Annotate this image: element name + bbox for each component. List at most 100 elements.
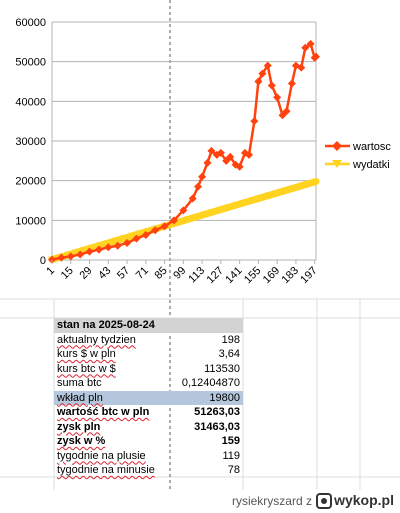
row-value-suma-btc: 0,12404870 xyxy=(181,377,240,389)
legend-item-wartosc: wartosc xyxy=(325,141,391,153)
series-marker-wydatki xyxy=(176,218,185,226)
series-marker-wydatki xyxy=(80,247,89,255)
row-label-wklad-pln: wkład pln xyxy=(57,391,103,404)
series-marker-wartosc xyxy=(203,158,212,167)
row-label-aktualny-tydzien: aktualny tydzien xyxy=(57,333,136,346)
series-marker-wydatki xyxy=(232,201,241,209)
row-label-kurs-btc-usd: kurs btc w $ xyxy=(57,362,116,375)
series-marker-wydatki xyxy=(144,228,153,236)
series-marker-wartosc xyxy=(297,63,306,72)
series-marker-wartosc xyxy=(207,146,216,155)
row-value-kurs-usd-pln: 3,64 xyxy=(218,348,240,360)
x-tick-label: 127 xyxy=(205,265,226,286)
series-marker-wydatki xyxy=(305,180,314,188)
x-tick-label: 155 xyxy=(242,265,263,286)
row-label-tygodnie-minus: tygodnie na minusie xyxy=(57,464,155,476)
series-marker-wydatki xyxy=(281,187,290,195)
series-marker-wartosc xyxy=(169,216,178,225)
table-row[interactable]: zysk w % 159 xyxy=(54,434,243,449)
y-axis-ticks: 0 10000 20000 30000 40000 50000 60000 xyxy=(15,17,46,267)
wykop-logo[interactable]: wykop.pl xyxy=(316,492,394,510)
series-marker-wartosc xyxy=(194,182,203,191)
series-marker-wydatki xyxy=(240,199,249,207)
table-row[interactable]: tygodnie na plusie 119 xyxy=(54,449,243,464)
x-tick-label: 29 xyxy=(77,265,94,282)
table-row[interactable]: zysk pln 31463,03 xyxy=(54,420,243,435)
series-marker-wartosc xyxy=(188,194,197,203)
x-tick-label: 15 xyxy=(59,265,76,282)
series-marker-wydatki xyxy=(257,194,266,202)
row-value-tygodnie-plus: 119 xyxy=(222,449,240,462)
row-value-aktualny-tydzien: 198 xyxy=(221,333,240,346)
author-line: rysiekryszard z xyxy=(232,494,312,508)
row-value-tygodnie-minus: 78 xyxy=(227,464,240,476)
series-marker-wartosc xyxy=(282,107,291,116)
table-row[interactable]: kurs $ w pln 3,64 xyxy=(54,347,243,362)
x-tick-label: 169 xyxy=(261,265,282,286)
table-row[interactable]: suma btc 0,12404870 xyxy=(54,376,243,391)
row-label-kurs-usd-pln: kurs $ w pln xyxy=(57,348,116,360)
chart-gridlines xyxy=(51,21,317,261)
spreadsheet-area: 0 10000 20000 30000 40000 50000 60000 1 15 29 43 5… xyxy=(0,0,400,490)
series-marker-wydatki xyxy=(200,211,209,219)
series-marker-wydatki xyxy=(224,204,233,212)
row-label-wartosc-btc-pln: wartość btc w pln xyxy=(57,406,150,418)
x-tick-label: 197 xyxy=(298,265,319,286)
series-marker-wartosc xyxy=(306,39,315,48)
table-row[interactable]: aktualny tydzien 198 xyxy=(54,333,243,348)
series-marker-wartosc xyxy=(123,238,132,247)
legend-marker-wartosc xyxy=(332,141,342,151)
series-marker-wartosc xyxy=(312,52,320,61)
series-marker-wydatki xyxy=(192,213,201,221)
series-marker-wartosc xyxy=(301,43,310,52)
x-tick-label: 71 xyxy=(134,265,151,282)
series-marker-wydatki xyxy=(88,244,97,252)
series-marker-wartosc xyxy=(104,243,113,252)
series-marker-wartosc xyxy=(258,69,267,78)
series-line-wydatki xyxy=(48,177,320,264)
series-marker-wartosc xyxy=(216,148,225,157)
series-marker-wydatki xyxy=(96,242,105,250)
series-marker-wydatki xyxy=(112,237,121,245)
series-marker-wydatki xyxy=(216,206,225,214)
wykop-logo-icon xyxy=(316,493,333,510)
y-tick-label: 30000 xyxy=(15,136,46,148)
series-marker-wartosc xyxy=(263,61,272,70)
table-row-selected[interactable]: wkład pln 19800 xyxy=(54,390,243,405)
legend-label-wydatki: wydatki xyxy=(352,159,390,171)
x-tick-label: 99 xyxy=(171,265,188,282)
table-row[interactable]: tygodnie na minusie 78 xyxy=(54,463,243,478)
row-label-tygodnie-plus: tygodnie na plusie xyxy=(57,449,146,462)
series-marker-wartosc xyxy=(85,247,94,256)
series-marker-wartosc xyxy=(198,172,207,181)
table-row[interactable]: kurs btc w $ 113530 xyxy=(54,362,243,377)
series-marker-wartosc xyxy=(267,81,276,90)
y-tick-label: 10000 xyxy=(15,215,46,227)
series-marker-wydatki xyxy=(184,216,193,224)
series-marker-wydatki xyxy=(72,249,81,257)
author-username[interactable]: rysiekryszard xyxy=(231,494,303,508)
series-marker-wartosc xyxy=(76,250,85,259)
y-tick-label: 0 xyxy=(40,255,46,267)
series-marker-wartosc xyxy=(244,150,253,159)
row-value-zysk-pln: 31463,03 xyxy=(194,420,240,433)
table-header-row[interactable]: stan na 2025-08-24 xyxy=(54,318,243,333)
table-row[interactable]: wartość btc w pln 51263,03 xyxy=(54,405,243,420)
x-tick-label: 57 xyxy=(115,265,132,282)
series-marker-wartosc xyxy=(113,241,122,250)
series-marker-wydatki xyxy=(128,232,137,240)
y-tick-label: 40000 xyxy=(15,96,46,108)
row-label-zysk-pln: zysk pln xyxy=(57,420,101,433)
y-tick-label: 20000 xyxy=(15,176,46,188)
series-marker-wartosc xyxy=(141,231,150,240)
author-letter: z xyxy=(306,494,312,508)
series-marker-wartosc xyxy=(66,252,75,261)
series-marker-wydatki xyxy=(120,235,129,243)
series-marker-wydatki xyxy=(273,189,282,197)
series-line-wartosc xyxy=(51,42,317,261)
series-marker-wartosc xyxy=(254,77,263,86)
series-marker-wartosc xyxy=(235,162,244,171)
series-marker-wartosc xyxy=(287,79,296,88)
y-tick-label: 50000 xyxy=(15,57,46,69)
